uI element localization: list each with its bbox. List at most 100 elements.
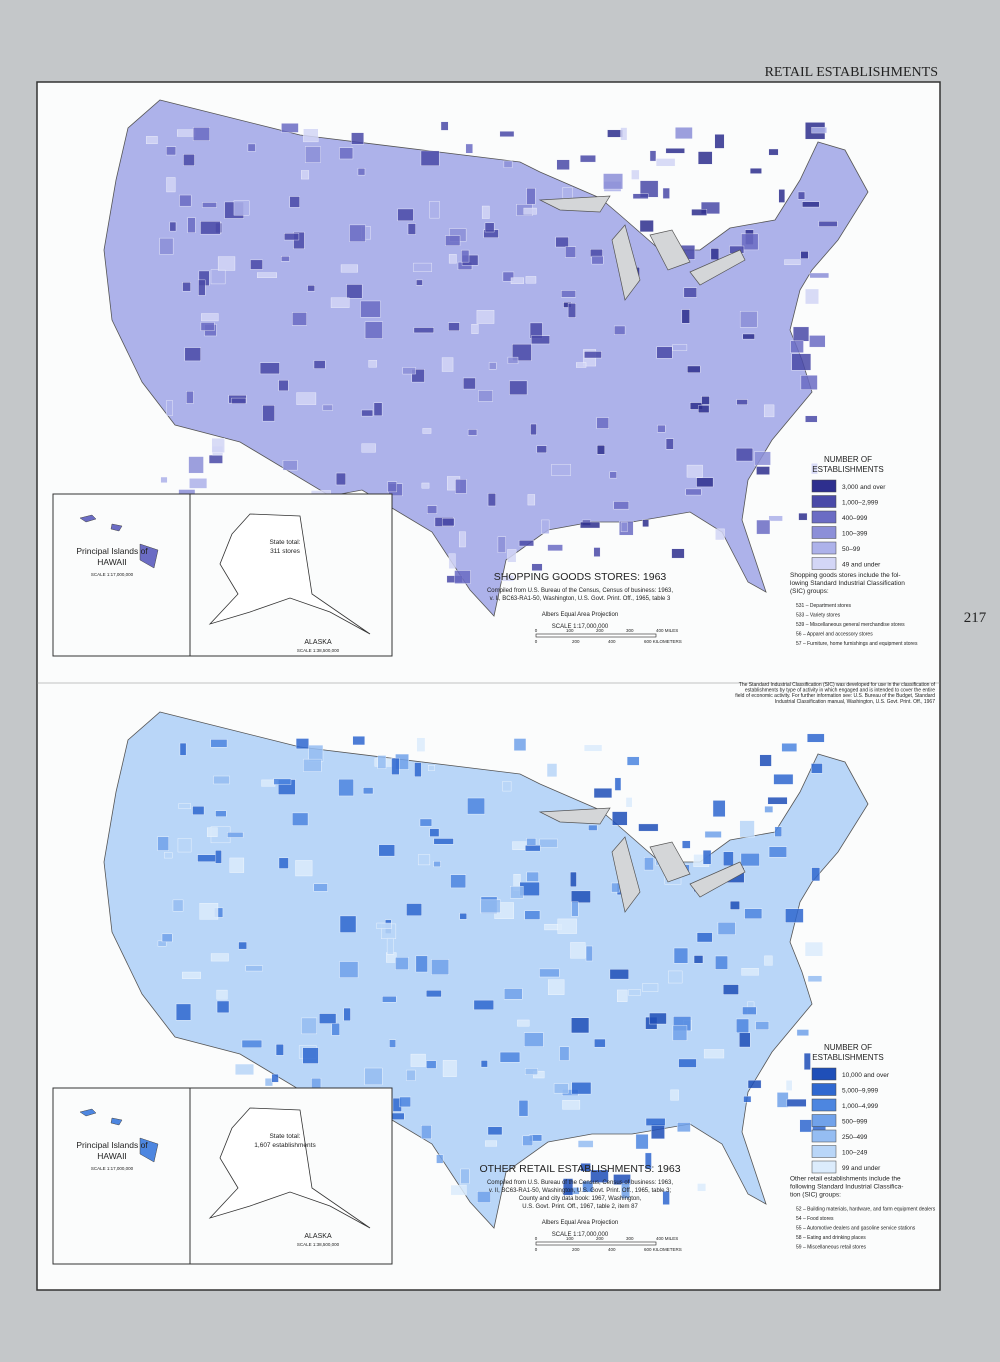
county [445,235,461,246]
county [799,1119,812,1133]
county [416,737,426,752]
county [179,742,187,756]
county [509,380,528,395]
county [461,249,470,263]
county [292,812,309,826]
county [313,360,326,369]
county [429,828,440,837]
legend-label: 1,000–2,999 [842,500,879,507]
sic-group: 54 – Food stores [796,1216,834,1222]
county [681,840,691,849]
county [433,838,454,845]
sic-group: 59 – Miscellaneous retail stores [796,1245,867,1251]
alaska-label: ALASKA [304,639,332,646]
county [809,335,826,348]
county [273,778,292,785]
county [202,202,217,208]
state-total: State total: [269,1133,300,1140]
county [217,256,236,271]
scale-km: 0 [535,1247,538,1252]
county [210,953,229,962]
legend-swatch [811,1160,837,1174]
county [778,189,786,203]
county [639,220,654,233]
county [160,476,168,484]
scale-miles: 0 [535,628,538,633]
county [585,945,593,962]
county [211,437,225,453]
county [499,1051,521,1063]
county [696,932,713,943]
county [387,481,397,493]
county [480,1060,488,1068]
county [523,1032,544,1047]
county [591,255,604,265]
county [571,1017,590,1034]
county [635,1134,649,1150]
map-source: Compiled from U.S. Bureau of the Census,… [487,588,673,594]
county [436,1154,444,1164]
map-source: Compiled from U.S. Bureau of the Census,… [487,1180,673,1186]
sic-note: following Standard Industrial Classifica… [790,1184,903,1191]
county [410,1053,426,1067]
footnote: Industrial Classification manual, Washin… [775,699,935,705]
county [526,187,536,205]
scale-miles: 100 [566,628,574,633]
county [419,818,433,827]
county [339,915,357,933]
sic-group: 52 – Building materials, hardware, and f… [796,1207,936,1213]
legend-swatch [811,557,837,570]
county [501,575,514,582]
county [806,733,825,743]
county [361,443,376,453]
hawaii-scale: SCALE 1:17,000,000 [91,1166,134,1171]
county [368,360,377,368]
county [791,353,812,371]
county [245,965,263,972]
county [796,1029,809,1037]
county [414,762,422,777]
county [759,754,772,767]
sic-group: 58 – Eating and drinking places [796,1235,866,1241]
alaska [208,1107,371,1229]
county [165,146,177,156]
county [295,860,313,877]
county [421,482,430,489]
county [164,852,173,859]
legend-swatch [811,541,837,555]
county [229,857,245,873]
county [570,871,577,887]
county [698,405,710,413]
county [391,757,400,775]
county [593,547,601,557]
county [386,937,394,955]
county [662,1190,670,1205]
legend-swatch [811,1114,837,1127]
county [584,351,602,359]
scale-label: SCALE 1:17,000,000 [552,624,609,630]
county [576,362,587,368]
county [714,134,725,149]
county [488,362,497,370]
county [786,1098,807,1107]
county [785,908,804,923]
county [803,1052,811,1070]
county [735,447,754,462]
county [768,515,783,522]
county [773,774,794,785]
county [391,1112,405,1120]
legend-title: ESTABLISHMENTS [812,465,883,474]
county [527,494,536,506]
county [818,220,838,227]
county [562,1100,581,1110]
county [613,501,630,510]
hawaii [79,514,159,569]
county [672,344,688,351]
county [571,901,579,917]
county [459,913,467,920]
county [609,471,617,479]
scale-miles: 400 MILES [656,628,678,633]
county [331,1022,340,1036]
county [741,968,759,976]
county [518,1100,529,1117]
